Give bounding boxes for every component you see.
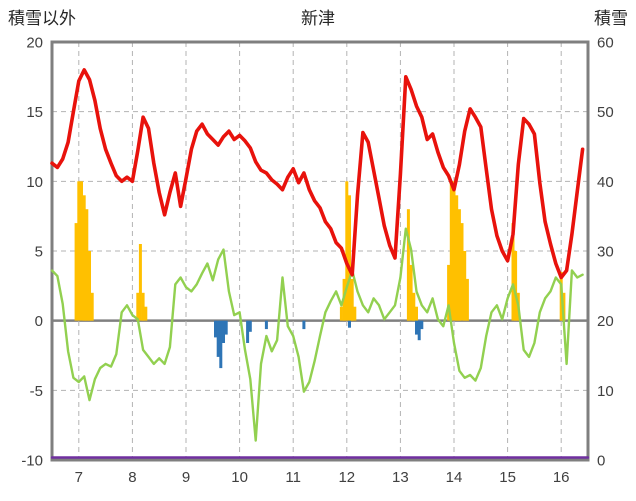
orange-bars — [409, 264, 413, 321]
orange-bars — [138, 244, 142, 321]
orange-bars — [348, 195, 351, 321]
blue-bars — [417, 320, 421, 341]
left-axis-tick: 5 — [35, 244, 43, 261]
left-axis-tick: 10 — [26, 174, 43, 191]
orange-bars — [339, 306, 343, 321]
plot-frame — [50, 40, 590, 462]
right-axis-tick: 60 — [597, 35, 614, 52]
left-axis-title: 積雪以外 — [8, 9, 76, 28]
orange-bars — [85, 209, 89, 321]
left-axis-tick: 15 — [26, 104, 43, 121]
chart-title: 新津 — [301, 9, 335, 28]
x-axis-tick: 10 — [231, 469, 248, 486]
orange-bars — [77, 181, 81, 321]
orange-bars — [511, 223, 515, 321]
orange-bars — [350, 278, 354, 321]
orange-bars — [412, 292, 416, 321]
orange-bars — [88, 251, 91, 321]
x-axis-tick: 14 — [446, 469, 463, 486]
orange-bars — [90, 292, 94, 321]
blue-bars — [224, 320, 228, 335]
left-axis-tick: -5 — [30, 383, 43, 400]
orange-bars — [80, 181, 83, 321]
orange-bars — [136, 292, 140, 321]
orange-bars — [345, 181, 349, 321]
blue-bars — [219, 320, 223, 369]
x-axis-tick: 11 — [285, 469, 301, 486]
left-axis-tick: 0 — [35, 313, 43, 330]
red-line — [50, 68, 585, 280]
orange-bars — [74, 223, 78, 321]
blue-bars — [264, 320, 268, 330]
x-axis-tick: 12 — [338, 469, 355, 486]
orange-bars — [514, 251, 518, 321]
orange-bars — [144, 306, 148, 321]
blue-bars — [222, 320, 225, 343]
right-axis-tick: 30 — [597, 244, 614, 261]
left-axis-tick: -10 — [21, 453, 43, 470]
green-line — [50, 227, 584, 442]
right-axis-tick: 20 — [597, 313, 614, 330]
blue-bars — [248, 320, 252, 332]
orange-bars — [447, 264, 451, 321]
right-axis-tick: 40 — [597, 174, 614, 191]
orange-bars — [465, 278, 469, 321]
x-axis-tick: 7 — [75, 469, 83, 486]
orange-bars — [415, 306, 418, 321]
blue-bars — [246, 320, 250, 343]
x-axis-tick: 9 — [182, 469, 190, 486]
orange-bars — [82, 195, 86, 321]
orange-bars — [457, 209, 461, 321]
blue-bars — [216, 320, 220, 357]
orange-bars — [353, 306, 357, 321]
blue-bars — [415, 320, 418, 335]
x-axis-tick: 15 — [499, 469, 516, 486]
blue-bars — [302, 320, 306, 330]
right-axis-tick: 10 — [597, 383, 614, 400]
x-axis-tick: 16 — [553, 469, 570, 486]
left-axis-tick: 20 — [26, 35, 43, 52]
blue-bars — [420, 320, 424, 330]
x-axis-tick: 13 — [392, 469, 409, 486]
orange-bars — [452, 181, 456, 321]
right-axis-title: 積雪 — [594, 9, 628, 28]
blue-bars — [214, 320, 217, 338]
blue-bars — [348, 320, 351, 328]
orange-bars — [406, 209, 410, 321]
orange-bars — [455, 195, 459, 321]
orange-bars — [449, 181, 453, 321]
orange-bars — [463, 251, 467, 321]
orange-bars — [141, 292, 145, 321]
right-axis-tick: 0 — [597, 453, 605, 470]
x-axis-tick: 8 — [128, 469, 136, 486]
orange-bars — [460, 223, 464, 321]
right-axis-tick: 50 — [597, 104, 614, 121]
